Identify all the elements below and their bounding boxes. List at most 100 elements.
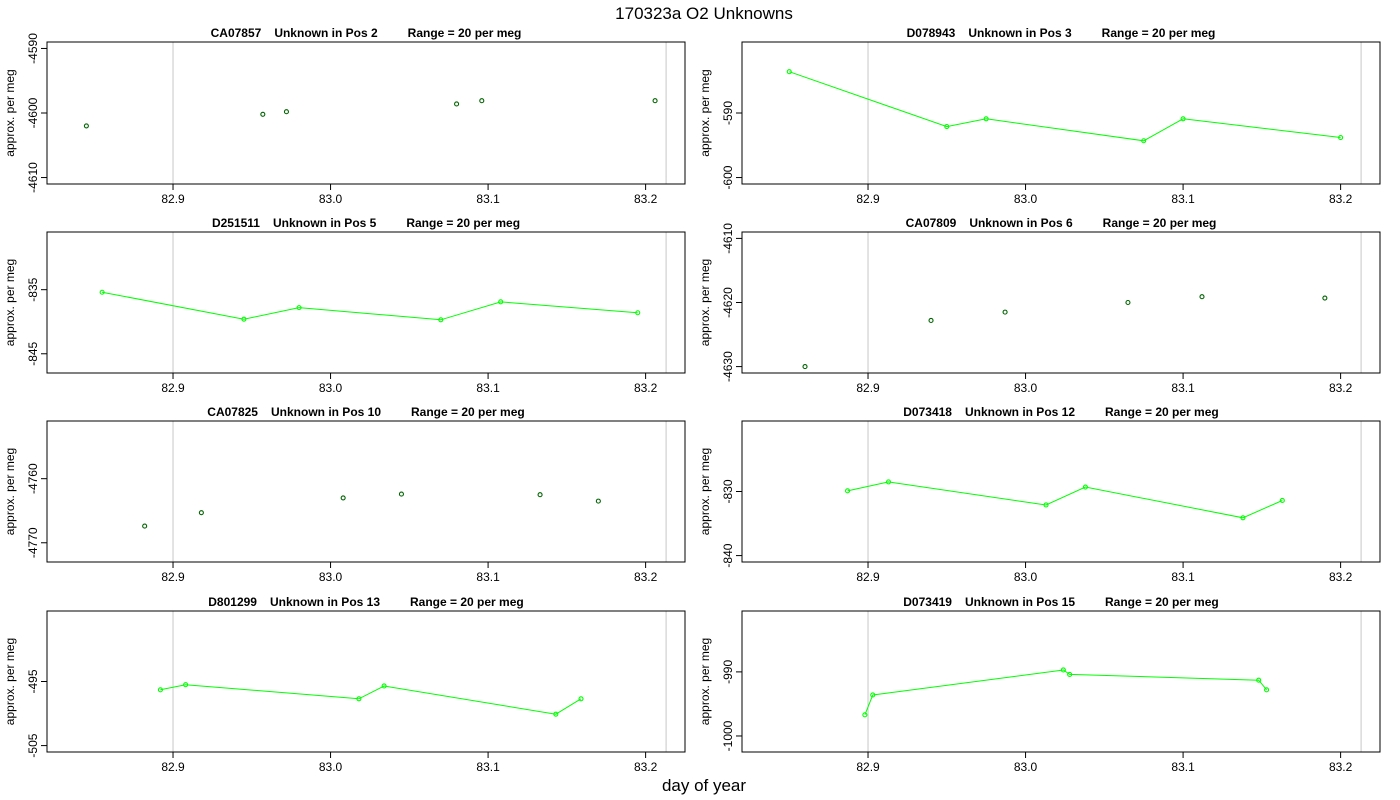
x-tick-label: 82.9 <box>161 192 185 206</box>
panel-D251511: D251511 Unknown in Pos 5 Range = 20 per me… <box>3 216 686 395</box>
plot-frame <box>46 231 686 374</box>
data-point <box>1002 309 1008 315</box>
data-point <box>479 98 485 104</box>
data-point <box>142 523 148 529</box>
x-tick-label: 83.0 <box>319 570 343 584</box>
series-line <box>789 71 1341 142</box>
panel-subtitle-desc: Unknown in Pos 15 <box>965 595 1075 609</box>
y-tick-label: -4610 <box>721 223 735 254</box>
data-point <box>595 498 601 504</box>
data-point <box>1067 671 1073 678</box>
panel-subtitle: D078943 Unknown in Pos 3 Range = 20 per me… <box>907 26 1216 40</box>
panel-subtitle-range: Range = 20 per meg <box>1105 405 1219 419</box>
data-point <box>578 696 584 702</box>
plot-frame <box>46 420 686 563</box>
x-tick-label: 83.0 <box>319 760 343 774</box>
panel-subtitle-desc: Unknown in Pos 5 <box>273 216 377 230</box>
data-point <box>454 101 460 107</box>
panel-subtitle-id: D073418 <box>903 405 952 419</box>
data-point <box>498 299 504 305</box>
x-tick-label: 82.9 <box>161 381 185 395</box>
series-line <box>160 684 582 715</box>
plot-frame <box>741 41 1381 185</box>
plot-frame <box>741 610 1381 753</box>
x-tick-label: 83.0 <box>319 381 343 395</box>
x-tick-label: 83.0 <box>319 192 343 206</box>
data-point <box>885 479 892 485</box>
y-tick-label: -4770 <box>26 527 40 558</box>
panel-subtitle-range: Range = 20 per meg <box>1105 595 1219 609</box>
panel-subtitle-desc: Unknown in Pos 12 <box>965 405 1075 419</box>
data-point <box>635 310 641 316</box>
data-point <box>283 109 289 115</box>
series-line <box>864 669 1267 715</box>
data-point <box>398 491 404 497</box>
y-axis-label: approx. per meg <box>3 69 17 156</box>
x-tick-label: 83.1 <box>1171 570 1195 584</box>
data-point <box>944 124 950 130</box>
data-point <box>786 69 792 75</box>
data-point <box>1060 667 1066 673</box>
panel-subtitle-desc: Unknown in Pos 6 <box>969 216 1073 230</box>
data-point <box>1322 295 1328 301</box>
panel-D073418: D073418 Unknown in Pos 12 Range = 20 per m… <box>698 405 1381 584</box>
data-point <box>157 687 163 693</box>
panel-subtitle: CA07857 Unknown in Pos 2 Range = 20 per me… <box>211 26 522 40</box>
data-point <box>1180 116 1186 122</box>
x-tick-label: 83.2 <box>1329 192 1353 206</box>
y-tick-label: -1000 <box>721 720 735 751</box>
panel-subtitle: D073419 Unknown in Pos 15 Range = 20 per m… <box>903 595 1218 609</box>
y-tick-label: -4620 <box>721 287 735 318</box>
panel-subtitle-range: Range = 20 per meg <box>406 216 520 230</box>
data-point <box>1264 687 1270 693</box>
data-point <box>983 116 989 122</box>
x-tick-label: 83.1 <box>1171 760 1195 774</box>
y-tick-label: -495 <box>26 669 40 693</box>
x-tick-label: 83.0 <box>1014 760 1038 774</box>
panel-grid: CA07857 Unknown in Pos 2 Range = 20 per me… <box>3 26 1381 774</box>
y-axis-label: approx. per meg <box>698 259 712 346</box>
panel-D801299: D801299 Unknown in Pos 13 Range = 20 per m… <box>3 595 686 774</box>
data-point <box>844 488 851 494</box>
x-tick-label: 82.9 <box>856 570 880 584</box>
y-tick-label: -4630 <box>721 351 735 382</box>
x-tick-label: 82.9 <box>856 760 880 774</box>
y-axis-label: approx. per meg <box>3 448 17 535</box>
panel-subtitle-range: Range = 20 per meg <box>1102 26 1216 40</box>
y-tick-label: -4610 <box>26 162 40 193</box>
panel-subtitle-id: CA07809 <box>906 216 957 230</box>
panel-CA07825: CA07825 Unknown in Pos 10 Range = 20 per m… <box>3 405 686 584</box>
x-tick-label: 83.0 <box>1014 381 1038 395</box>
panel-subtitle-desc: Unknown in Pos 10 <box>271 405 381 419</box>
panel-subtitle-id: CA07825 <box>207 405 258 419</box>
x-tick-label: 83.1 <box>476 381 500 395</box>
x-tick-label: 82.9 <box>856 192 880 206</box>
plot-frame <box>46 41 686 185</box>
data-point <box>438 317 444 323</box>
y-axis-label: approx. per meg <box>698 638 712 725</box>
panel-subtitle-range: Range = 20 per meg <box>408 26 522 40</box>
panel-D073419: D073419 Unknown in Pos 15 Range = 20 per m… <box>698 595 1381 774</box>
panel-subtitle: CA07809 Unknown in Pos 6 Range = 20 per me… <box>906 216 1217 230</box>
data-point <box>1279 497 1285 504</box>
data-point <box>241 316 247 322</box>
data-point <box>99 289 105 295</box>
y-tick-label: -840 <box>721 543 735 567</box>
data-point <box>1256 677 1262 683</box>
y-tick-label: -4600 <box>26 97 40 128</box>
panel-subtitle-desc: Unknown in Pos 3 <box>968 26 1072 40</box>
y-tick-label: -4590 <box>26 33 40 64</box>
x-tick-label: 83.2 <box>634 192 658 206</box>
panel-subtitle: CA07825 Unknown in Pos 10 Range = 20 per m… <box>207 405 524 419</box>
x-tick-label: 83.2 <box>634 760 658 774</box>
y-tick-label: -990 <box>721 660 735 684</box>
x-tick-label: 83.2 <box>1329 570 1353 584</box>
data-point <box>1082 484 1088 490</box>
y-tick-label: -830 <box>721 479 735 503</box>
data-point <box>652 98 658 104</box>
data-point <box>862 712 868 718</box>
panel-subtitle-id: D073419 <box>903 595 952 609</box>
data-point <box>260 111 266 117</box>
panel-CA07857: CA07857 Unknown in Pos 2 Range = 20 per me… <box>3 26 686 206</box>
